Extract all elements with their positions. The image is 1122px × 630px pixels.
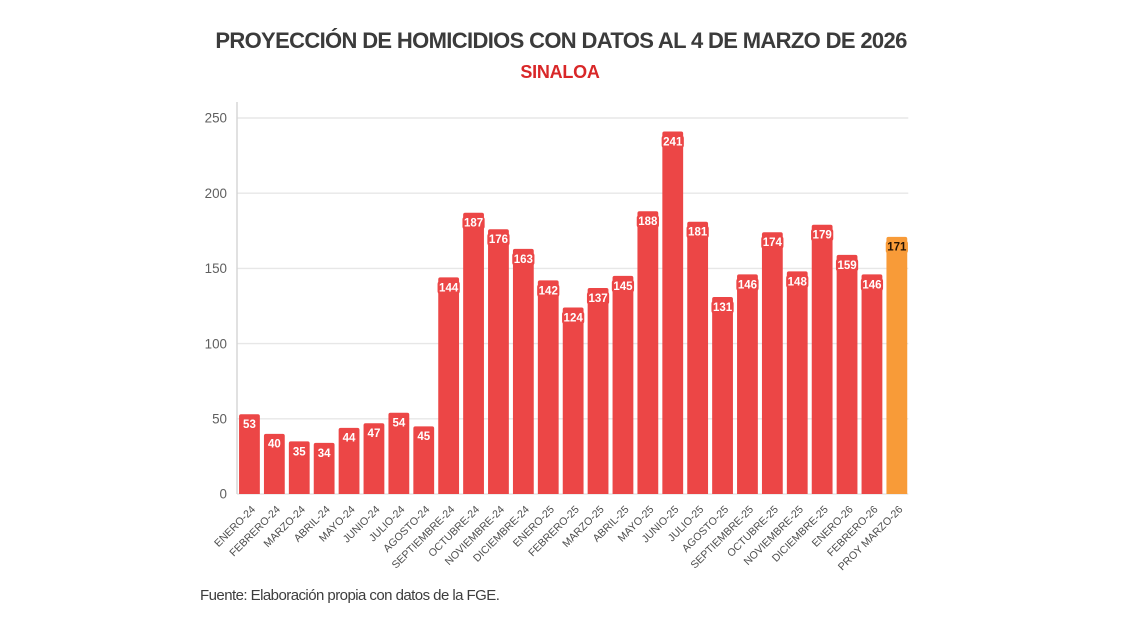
svg-text:146: 146 bbox=[738, 279, 757, 291]
svg-text:150: 150 bbox=[205, 261, 227, 276]
svg-text:145: 145 bbox=[613, 281, 633, 293]
svg-text:144: 144 bbox=[439, 282, 459, 294]
svg-text:142: 142 bbox=[539, 285, 558, 297]
svg-text:124: 124 bbox=[564, 312, 584, 324]
svg-text:34: 34 bbox=[318, 448, 331, 460]
svg-text:159: 159 bbox=[837, 260, 856, 272]
svg-text:176: 176 bbox=[489, 234, 508, 246]
svg-text:54: 54 bbox=[392, 418, 405, 430]
svg-text:181: 181 bbox=[688, 227, 708, 239]
svg-text:187: 187 bbox=[464, 218, 483, 230]
svg-text:146: 146 bbox=[862, 279, 881, 291]
svg-text:45: 45 bbox=[417, 431, 430, 443]
svg-text:PROYECCIÓN DE HOMICIDIOS CON D: PROYECCIÓN DE HOMICIDIOS CON DATOS AL 4 … bbox=[215, 28, 907, 53]
svg-text:100: 100 bbox=[205, 336, 227, 351]
svg-text:131: 131 bbox=[713, 302, 733, 314]
svg-text:200: 200 bbox=[205, 186, 227, 201]
svg-text:250: 250 bbox=[205, 111, 227, 126]
svg-text:50: 50 bbox=[212, 412, 227, 427]
svg-text:163: 163 bbox=[514, 254, 533, 266]
svg-text:148: 148 bbox=[788, 276, 808, 288]
svg-text:44: 44 bbox=[343, 433, 356, 445]
svg-text:35: 35 bbox=[293, 446, 306, 458]
svg-text:53: 53 bbox=[243, 419, 256, 431]
svg-text:241: 241 bbox=[663, 136, 683, 148]
svg-text:137: 137 bbox=[588, 293, 607, 305]
svg-text:171: 171 bbox=[887, 242, 907, 254]
svg-text:0: 0 bbox=[220, 487, 227, 502]
svg-text:174: 174 bbox=[763, 237, 783, 249]
svg-text:40: 40 bbox=[268, 439, 281, 451]
svg-text:47: 47 bbox=[368, 428, 381, 440]
svg-text:Fuente: Elaboración propia con: Fuente: Elaboración propia con datos de … bbox=[200, 587, 499, 604]
svg-text:179: 179 bbox=[813, 230, 832, 242]
svg-text:188: 188 bbox=[638, 216, 658, 228]
svg-text:SINALOA: SINALOA bbox=[520, 62, 600, 82]
